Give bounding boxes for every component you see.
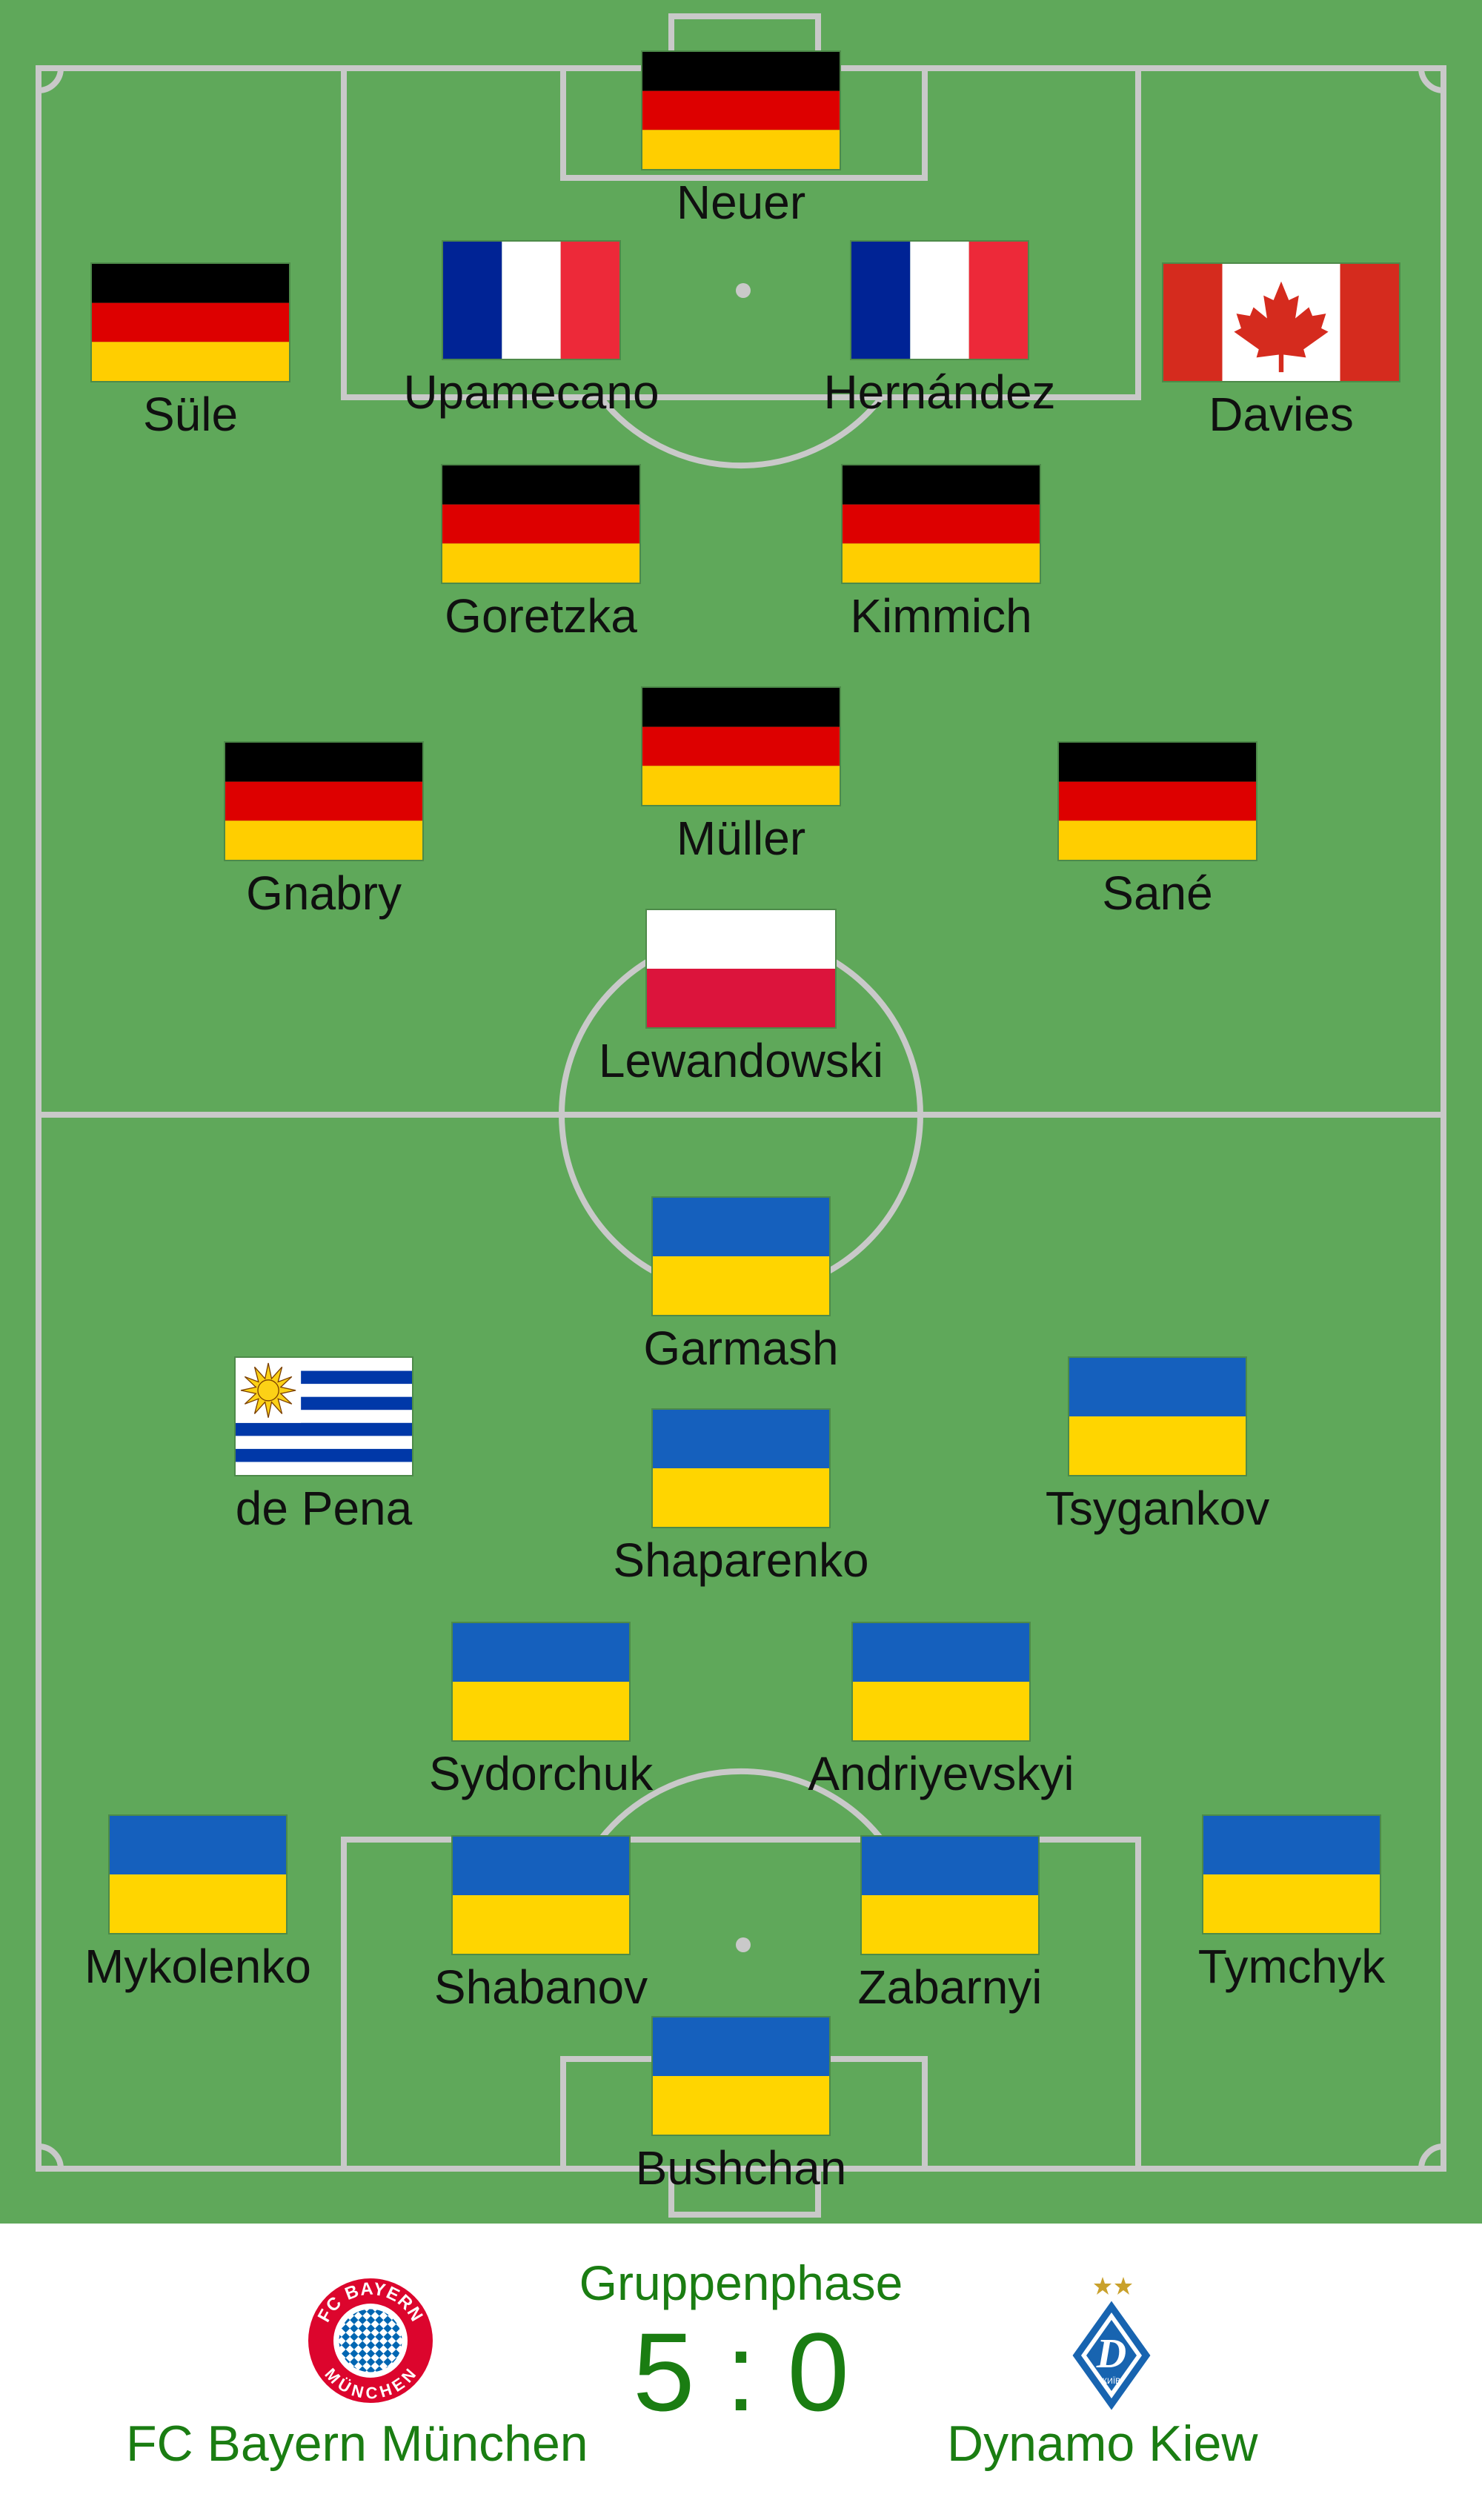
- player-name: Goretzka: [445, 589, 637, 643]
- ukraine-flag: [651, 2016, 831, 2136]
- player-de-pena: de Pena: [116, 1356, 531, 1534]
- player-name: Shaparenko: [613, 1533, 869, 1587]
- player-muller: Müller: [534, 686, 948, 864]
- dynamo-logo-initial: D: [1096, 2331, 1126, 2377]
- player-garmash: Garmash: [534, 1196, 948, 1374]
- ukraine-flag: [651, 1408, 831, 1528]
- ukraine-flag: [451, 1835, 631, 1955]
- player-davies: Davies: [1074, 262, 1482, 440]
- player-name: Upamecano: [403, 365, 659, 419]
- player-name: Shabanov: [433, 1960, 648, 2014]
- top-penalty-spot: [736, 283, 751, 298]
- star-icon: [1114, 2277, 1132, 2295]
- dynamo-logo-text: КИЇВ: [1103, 2377, 1121, 2386]
- player-name: Kimmich: [850, 589, 1032, 643]
- player-name: Tymchyk: [1197, 1940, 1386, 1993]
- france-flag: [850, 240, 1029, 360]
- home-team-name: FC Bayern München: [126, 2415, 588, 2472]
- away-team-name: Dynamo Kiew: [947, 2415, 1258, 2472]
- player-gnabry: Gnabry: [116, 741, 531, 919]
- germany-flag: [1057, 741, 1257, 861]
- player-shabanov: Shabanov: [333, 1835, 748, 2013]
- ukraine-flag: [1202, 1814, 1381, 1934]
- player-hernandez: Hernández: [732, 240, 1147, 418]
- ukraine-flag: [1068, 1356, 1247, 1476]
- player-sane: Sané: [950, 741, 1365, 919]
- player-name: Süle: [142, 388, 239, 441]
- corner-arc-bl: [38, 2143, 64, 2169]
- player-bushchan: Bushchan: [534, 2016, 948, 2194]
- player-name: Bushchan: [635, 2141, 847, 2195]
- player-sydorchuk: Sydorchuk: [333, 1622, 748, 1800]
- player-kimmich: Kimmich: [734, 464, 1149, 642]
- ukraine-flag: [451, 1622, 631, 1742]
- france-flag: [442, 240, 621, 360]
- bottom-penalty-arc: [597, 1768, 885, 1842]
- bayern-logo-icon: FC BAYERN MÜNCHEN: [305, 2275, 436, 2406]
- germany-flag: [90, 262, 290, 382]
- player-name: Lewandowski: [598, 1034, 884, 1087]
- player-andriyevskyi: Andriyevskyi: [734, 1622, 1149, 1800]
- canada-flag: [1162, 262, 1400, 382]
- player-name: Gnabry: [246, 866, 402, 920]
- bottom-penalty-spot: [736, 1937, 751, 1952]
- player-tsygankov: Tsygankov: [950, 1356, 1365, 1534]
- player-name: Sané: [1102, 866, 1213, 920]
- player-name: Garmash: [643, 1322, 839, 1375]
- germany-flag: [641, 50, 841, 170]
- ukraine-flag: [851, 1622, 1031, 1742]
- corner-arc-br: [1418, 2143, 1444, 2169]
- corner-arc-tl: [38, 67, 64, 93]
- player-neuer: Neuer: [534, 50, 948, 228]
- germany-flag: [224, 741, 424, 861]
- player-sule: Süle: [0, 262, 398, 440]
- player-name: Neuer: [676, 176, 806, 229]
- player-upamecano: Upamecano: [324, 240, 739, 418]
- player-name: Andriyevskyi: [808, 1747, 1074, 1800]
- player-shaparenko: Shaparenko: [534, 1408, 948, 1586]
- top-penalty-arc: [597, 395, 885, 469]
- player-name: de Pena: [235, 1482, 413, 1535]
- star-icon: [1094, 2277, 1112, 2295]
- match-phase: Gruppenphase: [579, 2255, 903, 2310]
- player-zabarnyi: Zabarnyi: [742, 1835, 1157, 2013]
- player-mykolenko: Mykolenko: [0, 1814, 405, 1992]
- player-name: Tsygankov: [1045, 1482, 1270, 1535]
- dynamo-logo-icon: D КИЇВ: [1072, 2277, 1151, 2410]
- player-name: Zabarnyi: [857, 1960, 1043, 2014]
- ukraine-flag: [108, 1814, 288, 1934]
- uruguay-flag: [234, 1356, 413, 1476]
- player-lewandowski: Lewandowski: [534, 909, 948, 1087]
- poland-flag: [645, 909, 837, 1029]
- player-name: Hernández: [823, 365, 1056, 419]
- player-name: Müller: [676, 812, 806, 865]
- germany-flag: [841, 464, 1041, 584]
- player-name: Mykolenko: [84, 1940, 311, 1993]
- player-goretzka: Goretzka: [333, 464, 748, 642]
- match-footer: [0, 2224, 1482, 2520]
- player-tymchyk: Tymchyk: [1084, 1814, 1482, 1992]
- corner-arc-tr: [1418, 67, 1444, 93]
- player-name: Sydorchuk: [428, 1747, 654, 1800]
- player-name: Davies: [1209, 388, 1354, 441]
- germany-flag: [641, 686, 841, 806]
- ukraine-flag: [651, 1196, 831, 1316]
- germany-flag: [441, 464, 641, 584]
- ukraine-flag: [860, 1835, 1040, 1955]
- match-score: 5 : 0: [633, 2310, 849, 2434]
